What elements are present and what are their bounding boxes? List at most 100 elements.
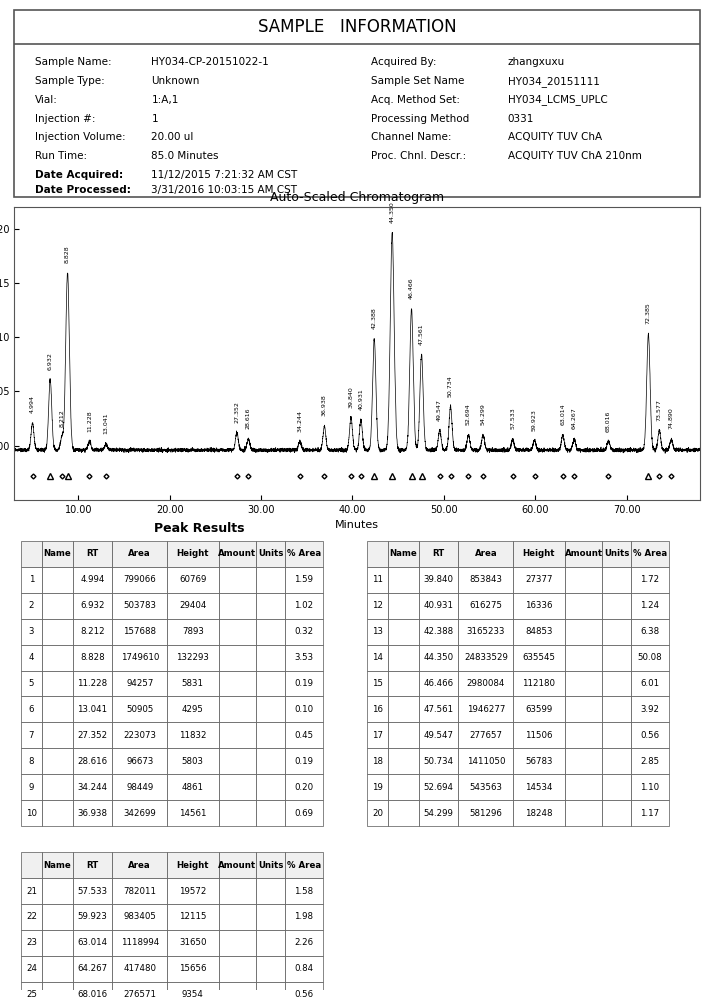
Bar [112, 982, 167, 1000]
Bar [256, 671, 285, 696]
Text: 11/12/2015 7:21:32 AM CST: 11/12/2015 7:21:32 AM CST [151, 170, 298, 180]
Bar [73, 852, 112, 878]
Bar [631, 645, 669, 671]
Text: 0.19: 0.19 [294, 679, 313, 688]
Bar [367, 748, 388, 774]
Text: 63.014: 63.014 [560, 403, 565, 425]
Text: 635545: 635545 [523, 653, 555, 662]
Bar [256, 748, 285, 774]
Text: 0.56: 0.56 [640, 731, 660, 740]
Text: 4.994: 4.994 [30, 395, 35, 413]
Bar [112, 852, 167, 878]
Bar [218, 619, 256, 645]
Text: 6.932: 6.932 [48, 352, 53, 370]
Text: 112180: 112180 [523, 679, 555, 688]
Text: 13.041: 13.041 [104, 412, 109, 434]
Bar [603, 671, 631, 696]
Bar [565, 567, 603, 593]
Bar [73, 696, 112, 722]
Bar [285, 774, 323, 800]
Text: Date Acquired:: Date Acquired: [35, 170, 123, 180]
Bar [256, 800, 285, 826]
Bar [631, 800, 669, 826]
Bar [112, 567, 167, 593]
Bar [565, 696, 603, 722]
Bar [603, 619, 631, 645]
Bar [73, 722, 112, 748]
Bar [41, 852, 73, 878]
Text: 16336: 16336 [526, 601, 553, 610]
Bar [513, 645, 565, 671]
Text: 8.212: 8.212 [59, 410, 64, 427]
Text: 1.10: 1.10 [640, 783, 660, 792]
Text: Name: Name [44, 549, 71, 558]
Bar [458, 645, 513, 671]
Bar [112, 619, 167, 645]
Bar [458, 722, 513, 748]
Text: 49.547: 49.547 [437, 399, 442, 421]
Text: 5831: 5831 [182, 679, 203, 688]
Text: 417480: 417480 [124, 964, 156, 973]
Bar [41, 878, 73, 904]
Text: 27.352: 27.352 [77, 731, 108, 740]
Text: 0.45: 0.45 [294, 731, 313, 740]
Text: 74.890: 74.890 [669, 408, 674, 429]
Bar [388, 593, 418, 619]
Text: 59.923: 59.923 [532, 409, 537, 431]
Text: 13.041: 13.041 [77, 705, 108, 714]
Text: 50905: 50905 [126, 705, 154, 714]
Bar [73, 671, 112, 696]
Text: 14561: 14561 [179, 809, 206, 818]
Text: 24833529: 24833529 [464, 653, 508, 662]
Bar [41, 748, 73, 774]
Text: 782011: 782011 [124, 887, 156, 896]
Text: 2: 2 [29, 601, 34, 610]
X-axis label: Minutes: Minutes [335, 520, 379, 530]
Bar [367, 645, 388, 671]
Bar [565, 593, 603, 619]
Text: 18248: 18248 [526, 809, 553, 818]
Bar [21, 956, 41, 982]
Bar [565, 774, 603, 800]
Bar [41, 541, 73, 567]
Bar [513, 671, 565, 696]
Bar [41, 567, 73, 593]
Bar [256, 645, 285, 671]
Text: 11.228: 11.228 [87, 410, 92, 432]
Text: 543563: 543563 [469, 783, 503, 792]
Text: 5803: 5803 [182, 757, 203, 766]
Text: 94257: 94257 [126, 679, 154, 688]
Bar [367, 800, 388, 826]
Bar [73, 748, 112, 774]
Bar [418, 748, 458, 774]
Bar [603, 696, 631, 722]
Bar [218, 722, 256, 748]
Bar [256, 956, 285, 982]
Text: 11506: 11506 [526, 731, 553, 740]
Text: Injection #:: Injection #: [35, 114, 96, 124]
Bar [218, 878, 256, 904]
Text: 132293: 132293 [176, 653, 209, 662]
Bar [167, 619, 218, 645]
Bar [458, 800, 513, 826]
Bar [388, 722, 418, 748]
Text: 34.244: 34.244 [77, 783, 108, 792]
Text: 7: 7 [29, 731, 34, 740]
Bar [218, 748, 256, 774]
Text: 1.58: 1.58 [294, 887, 313, 896]
Text: Processing Method: Processing Method [371, 114, 469, 124]
Text: 60769: 60769 [179, 575, 206, 584]
Bar [458, 671, 513, 696]
Text: 1411050: 1411050 [467, 757, 505, 766]
Text: Proc. Chnl. Descr.:: Proc. Chnl. Descr.: [371, 151, 466, 161]
Bar [513, 748, 565, 774]
Text: 5: 5 [29, 679, 34, 688]
Bar [73, 593, 112, 619]
Text: 57.533: 57.533 [77, 887, 108, 896]
Bar [167, 930, 218, 956]
Bar [73, 956, 112, 982]
Text: 983405: 983405 [124, 912, 156, 921]
Bar [41, 930, 73, 956]
Bar [21, 904, 41, 930]
Bar [112, 722, 167, 748]
